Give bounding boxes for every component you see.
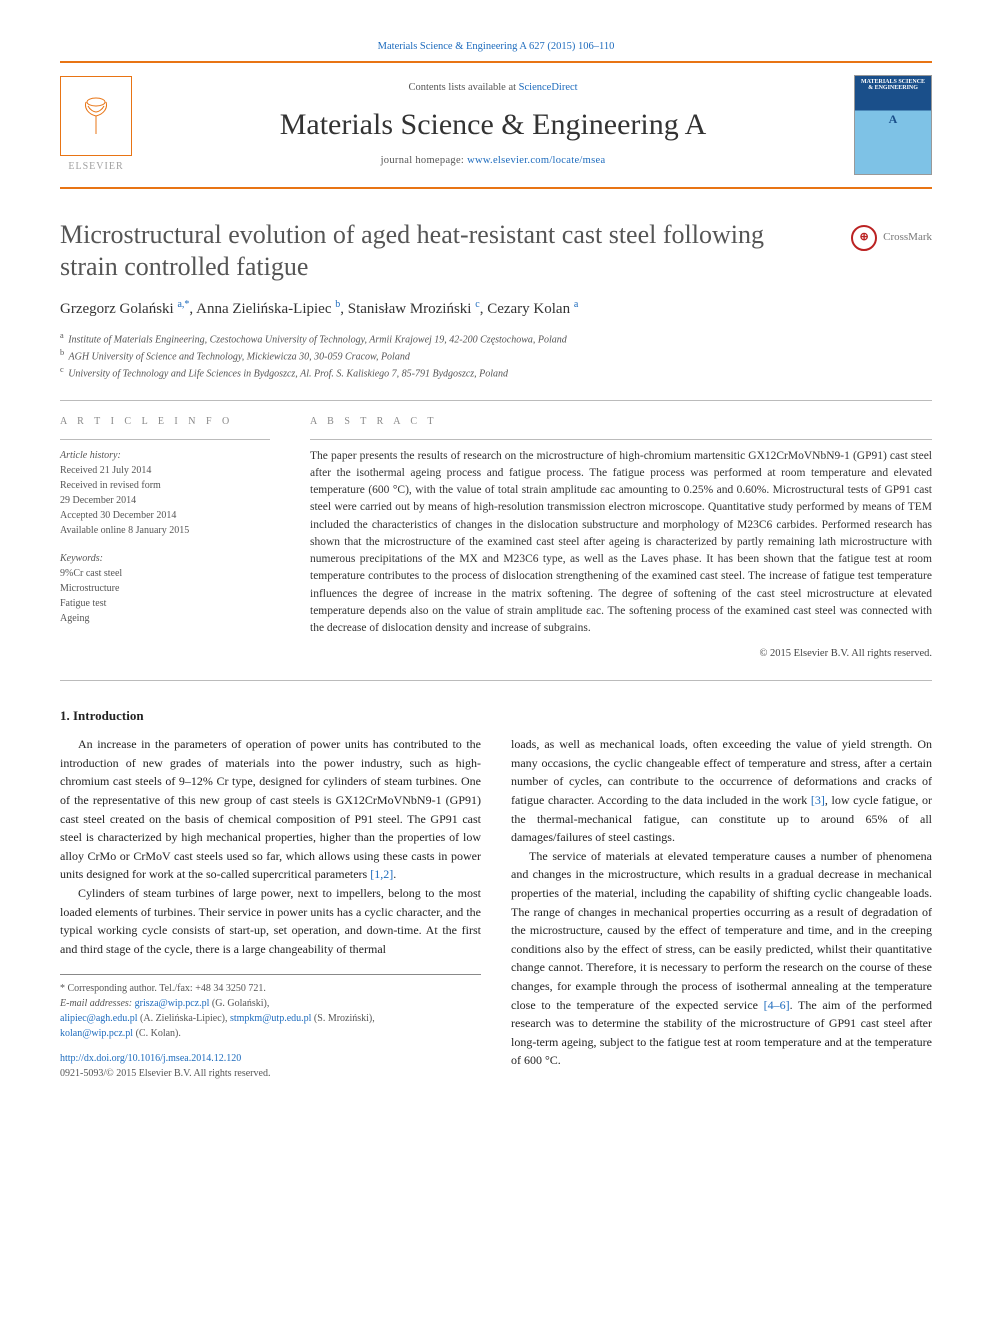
author-4-aff[interactable]: a (574, 299, 578, 310)
affiliation-a: a Institute of Materials Engineering, Cz… (60, 330, 932, 347)
crossmark-badge[interactable]: ⊕ CrossMark (851, 225, 932, 251)
article-info-col: A R T I C L E I N F O Article history: R… (60, 415, 270, 662)
abstract-col: A B S T R A C T The paper presents the r… (310, 415, 932, 662)
author-3-aff[interactable]: c (475, 299, 479, 310)
author-4[interactable]: Cezary Kolan (487, 301, 570, 317)
abstract-copyright: © 2015 Elsevier B.V. All rights reserved… (310, 647, 932, 662)
ref-1-2[interactable]: [1,2] (370, 867, 393, 881)
affiliation-b: b AGH University of Science and Technolo… (60, 347, 932, 364)
journal-title: Materials Science & Engineering A (280, 104, 707, 146)
crossmark-icon: ⊕ (851, 225, 877, 251)
author-1[interactable]: Grzegorz Golański (60, 301, 174, 317)
affiliation-c-text: University of Technology and Life Scienc… (68, 369, 508, 380)
affiliation-c: c University of Technology and Life Scie… (60, 364, 932, 381)
history-revised-1: Received in revised form (60, 478, 270, 493)
emails-line: E-mail addresses: grisza@wip.pcz.pl (G. … (60, 996, 481, 1041)
author-3[interactable]: Stanisław Mroziński (348, 301, 472, 317)
cover-sub: A (855, 111, 931, 128)
sciencedirect-link[interactable]: ScienceDirect (519, 82, 578, 93)
article-title: Microstructural evolution of aged heat-r… (60, 219, 840, 284)
history-received: Received 21 July 2014 (60, 463, 270, 478)
keyword-2: Microstructure (60, 581, 270, 596)
cover-title: MATERIALS SCIENCE & ENGINEERING (858, 79, 928, 92)
body-columns: An increase in the parameters of operati… (60, 735, 932, 1081)
body-p1: An increase in the parameters of operati… (60, 735, 481, 884)
email-4[interactable]: kolan@wip.pcz.pl (60, 1028, 133, 1039)
title-line-2: strain controlled fatigue (60, 252, 308, 281)
keywords-label: Keywords: (60, 552, 270, 566)
article-info-head: A R T I C L E I N F O (60, 415, 270, 429)
homepage-prefix: journal homepage: (381, 155, 467, 166)
author-1-corr[interactable]: * (184, 299, 189, 310)
crossmark-label: CrossMark (883, 230, 932, 245)
email-4-name: (C. Kolan). (133, 1028, 181, 1039)
ref-4-6[interactable]: [4–6] (764, 998, 790, 1012)
keyword-4: Ageing (60, 611, 270, 626)
info-abstract-row: A R T I C L E I N F O Article history: R… (60, 400, 932, 681)
issn-line: 0921-5093/© 2015 Elsevier B.V. All right… (60, 1068, 270, 1079)
journal-header: ELSEVIER Contents lists available at Sci… (60, 61, 932, 189)
elsevier-label: ELSEVIER (68, 160, 123, 174)
doi-link[interactable]: http://dx.doi.org/10.1016/j.msea.2014.12… (60, 1053, 241, 1064)
author-2[interactable]: Anna Zielińska-Lipiec (196, 301, 331, 317)
affiliation-a-text: Institute of Materials Engineering, Czes… (68, 334, 567, 345)
abstract-head: A B S T R A C T (310, 415, 932, 429)
history-online: Available online 8 January 2015 (60, 523, 270, 538)
body-p1-text: An increase in the parameters of operati… (60, 737, 481, 881)
affiliations: a Institute of Materials Engineering, Cz… (60, 330, 932, 382)
body-p4: The service of materials at elevated tem… (511, 847, 932, 1070)
authors-line: Grzegorz Golański a,*, Anna Zielińska-Li… (60, 298, 932, 320)
section-heading: 1. Introduction (60, 707, 932, 725)
body-p3: loads, as well as mechanical loads, ofte… (511, 735, 932, 847)
history-revised-2: 29 December 2014 (60, 493, 270, 508)
title-line-1: Microstructural evolution of aged heat-r… (60, 220, 764, 249)
history-label: Article history: (60, 448, 270, 463)
email-2[interactable]: alipiec@agh.edu.pl (60, 1013, 138, 1024)
ref-3[interactable]: [3] (811, 793, 825, 807)
elsevier-logo[interactable]: ELSEVIER (60, 76, 132, 174)
citation-line[interactable]: Materials Science & Engineering A 627 (2… (60, 40, 932, 55)
contents-line: Contents lists available at ScienceDirec… (408, 81, 577, 96)
journal-cover-thumb[interactable]: MATERIALS SCIENCE & ENGINEERING A (854, 75, 932, 175)
corresponding-note: * Corresponding author. Tel./fax: +48 34… (60, 981, 481, 996)
body-p2: Cylinders of steam turbines of large pow… (60, 884, 481, 958)
body-p4-text: The service of materials at elevated tem… (511, 849, 932, 1012)
email-3-name: (S. Mroziński), (311, 1013, 374, 1024)
author-2-aff[interactable]: b (335, 299, 340, 310)
homepage-link[interactable]: www.elsevier.com/locate/msea (467, 155, 605, 166)
email-3[interactable]: stmpkm@utp.edu.pl (230, 1013, 311, 1024)
elsevier-tree-icon (60, 76, 132, 156)
keyword-3: Fatigue test (60, 596, 270, 611)
email-1[interactable]: grisza@wip.pcz.pl (135, 998, 210, 1009)
doi-block: http://dx.doi.org/10.1016/j.msea.2014.12… (60, 1051, 481, 1081)
footnotes-block: * Corresponding author. Tel./fax: +48 34… (60, 974, 481, 1081)
contents-prefix: Contents lists available at (408, 82, 518, 93)
homepage-line: journal homepage: www.elsevier.com/locat… (381, 154, 606, 169)
history-accepted: Accepted 30 December 2014 (60, 508, 270, 523)
email-2-name: (A. Zielińska-Lipiec), (138, 1013, 230, 1024)
abstract-text: The paper presents the results of resear… (310, 448, 932, 638)
affiliation-b-text: AGH University of Science and Technology… (69, 351, 410, 362)
header-center: Contents lists available at ScienceDirec… (150, 81, 836, 168)
body-p1-tail: . (393, 867, 396, 881)
emails-label: E-mail addresses: (60, 998, 135, 1009)
keyword-1: 9%Cr cast steel (60, 566, 270, 581)
email-1-name: (G. Golański), (209, 998, 269, 1009)
